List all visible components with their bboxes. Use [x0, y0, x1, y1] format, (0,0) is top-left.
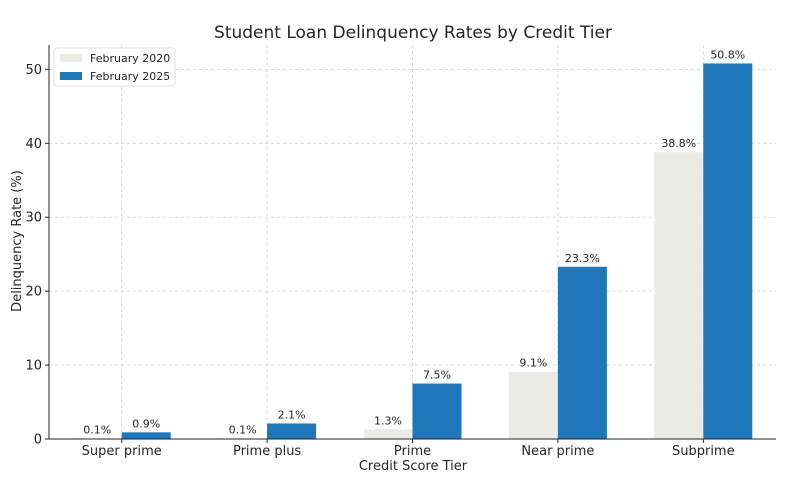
y-tick-label: 50	[25, 63, 42, 78]
y-tick-label: 30	[25, 211, 42, 226]
y-tick-label: 10	[25, 359, 42, 374]
data-label-february-2025-near-prime: 23.3%	[565, 252, 600, 265]
x-tick-label-near-prime: Near prime	[521, 444, 594, 459]
bars	[72, 63, 753, 440]
legend-box	[53, 47, 176, 87]
y-tick-label: 0	[34, 433, 42, 448]
bar-february-2020-prime	[363, 429, 413, 439]
bar-february-2020-near-prime	[508, 371, 558, 439]
bar-february-2025-subprime	[703, 63, 753, 440]
x-tick-label-prime: Prime	[394, 444, 431, 459]
legend-swatch-feb-2025	[60, 72, 82, 80]
bar-february-2025-near-prime	[557, 266, 607, 439]
data-label-february-2020-near-prime: 9.1%	[519, 357, 547, 370]
legend-label-feb-2025: February 2025	[90, 70, 170, 83]
legend: February 2020 February 2025	[53, 47, 176, 87]
ticks: 0 10 20 30 40 50 Super prime Prime plus Prime Nea…	[25, 63, 734, 459]
data-label-february-2020-prime-plus: 0.1%	[229, 423, 257, 436]
x-axis-label: Credit Score Tier	[359, 459, 468, 474]
x-tick-label-subprime: Subprime	[672, 444, 735, 459]
y-tick-label: 20	[25, 285, 42, 300]
data-label-february-2025-subprime: 50.8%	[710, 48, 745, 61]
bar-february-2020-subprime	[654, 152, 704, 440]
data-label-february-2020-subprime: 38.8%	[661, 137, 696, 150]
data-label-february-2025-prime: 7.5%	[423, 369, 451, 382]
data-label-february-2025-super-prime: 0.9%	[132, 417, 160, 430]
bar-february-2025-super-prime	[121, 432, 171, 439]
data-label-february-2020-prime: 1.3%	[374, 414, 402, 427]
data-label-february-2020-super-prime: 0.1%	[83, 423, 111, 436]
data-label-february-2025-prime-plus: 2.1%	[278, 408, 306, 421]
bar-february-2025-prime	[412, 383, 462, 439]
chart-title: Student Loan Delinquency Rates by Credit…	[214, 23, 612, 43]
legend-swatch-feb-2020	[60, 54, 82, 62]
bar-february-2025-prime-plus	[267, 423, 317, 439]
x-tick-label-super-prime: Super prime	[82, 444, 162, 459]
legend-label-feb-2020: February 2020	[90, 52, 170, 65]
y-axis-label: Delinquency Rate (%)	[10, 170, 25, 312]
x-tick-label-prime-plus: Prime plus	[233, 444, 301, 459]
data-labels: 0.1% 0.9% 0.1% 2.1% 1.3% 7.5% 9.1% 23.3% 38.8% 50…	[83, 48, 745, 436]
y-tick-label: 40	[25, 137, 42, 152]
